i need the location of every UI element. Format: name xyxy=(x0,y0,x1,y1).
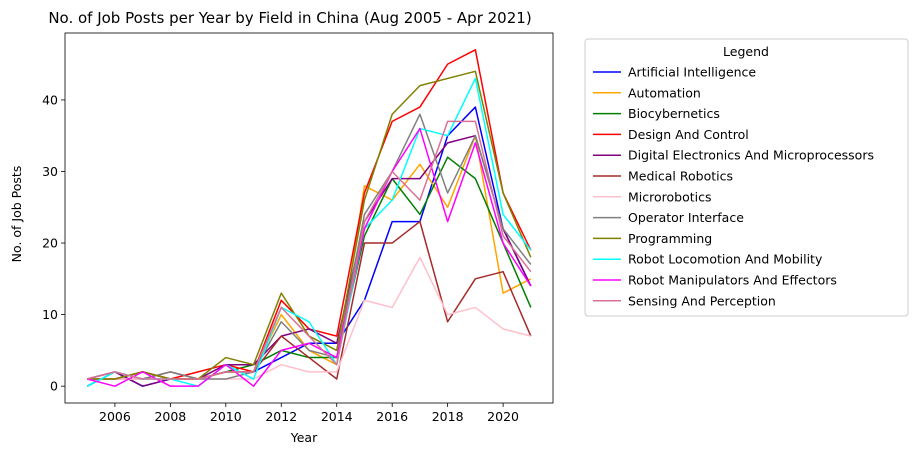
legend-entry: Digital Electronics And Microprocessors xyxy=(593,148,874,163)
x-tick-label: 2016 xyxy=(376,409,408,424)
legend-entry: Artificial Intelligence xyxy=(593,65,756,80)
x-tick-label: 2006 xyxy=(99,409,131,424)
legend-label: Robot Manipulators And Effectors xyxy=(628,273,837,288)
x-tick-label: 2012 xyxy=(265,409,297,424)
legend-label: Digital Electronics And Microprocessors xyxy=(628,148,874,163)
chart-title: No. of Job Posts per Year by Field in Ch… xyxy=(48,9,531,27)
plot-frame xyxy=(64,32,554,404)
legend-label: Automation xyxy=(628,85,701,100)
legend: Legend Artificial Intelligence Automation… xyxy=(584,38,909,317)
y-tick-label: 30 xyxy=(42,164,58,179)
y-tick-label: 10 xyxy=(42,307,58,322)
legend-label: Robot Locomotion And Mobility xyxy=(628,252,823,267)
y-tick-label: 20 xyxy=(42,236,58,251)
series-line-6 xyxy=(87,256,532,380)
x-tick-label: 2008 xyxy=(154,409,186,424)
legend-entry: Programming xyxy=(593,231,712,246)
legend-label: Sensing And Perception xyxy=(628,293,776,308)
x-axis: 2006 2008 2010 2012 2014 2016 2018 2020 xyxy=(99,403,519,424)
legend-label: Programming xyxy=(628,231,712,246)
series-line-5 xyxy=(87,220,532,380)
legend-frame xyxy=(584,38,909,317)
plot-area xyxy=(64,32,554,404)
series-line-9 xyxy=(86,77,532,387)
legend-label: Operator Interface xyxy=(628,210,744,225)
legend-label: Microrobotics xyxy=(628,189,712,204)
x-tick-label: 2010 xyxy=(210,409,242,424)
x-tick-label: 2014 xyxy=(321,409,353,424)
x-axis-label: Year xyxy=(290,430,318,445)
legend-entry: Medical Robotics xyxy=(593,169,733,184)
legend-entry: Sensing And Perception xyxy=(593,293,776,308)
legend-label: Biocybernetics xyxy=(628,106,720,121)
series-line-0 xyxy=(86,106,532,387)
legend-entry: Robot Manipulators And Effectors xyxy=(593,273,837,288)
legend-title: Legend xyxy=(723,44,769,59)
x-tick-label: 2020 xyxy=(487,409,519,424)
series-line-11 xyxy=(86,120,532,380)
legend-label: Artificial Intelligence xyxy=(628,65,756,80)
legend-label: Medical Robotics xyxy=(628,169,733,184)
x-tick-label: 2018 xyxy=(432,409,464,424)
legend-entry: Design And Control xyxy=(593,127,749,142)
legend-label: Design And Control xyxy=(628,127,749,142)
legend-entry: Operator Interface xyxy=(593,210,744,225)
y-tick-label: 40 xyxy=(42,92,58,107)
series-line-2 xyxy=(87,156,532,380)
series-line-10 xyxy=(86,127,532,387)
legend-entry: Automation xyxy=(593,85,701,100)
legend-entry: Robot Locomotion And Mobility xyxy=(593,252,823,267)
legend-entry: Microrobotics xyxy=(593,189,712,204)
legend-entry: Biocybernetics xyxy=(593,106,720,121)
series-line-7 xyxy=(86,113,532,380)
y-tick-label: 0 xyxy=(50,379,58,394)
y-axis-label: No. of Job Posts xyxy=(9,166,24,263)
y-axis: 0 10 20 30 40 xyxy=(42,92,65,394)
